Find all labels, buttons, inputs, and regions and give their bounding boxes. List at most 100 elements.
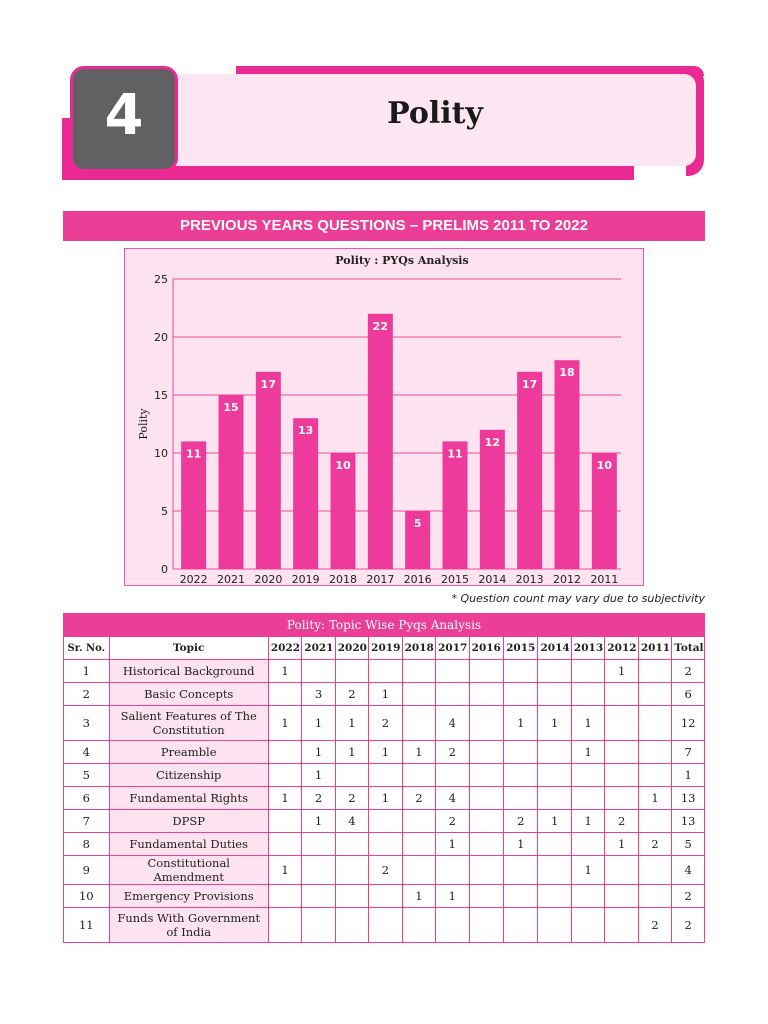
bar — [442, 441, 468, 569]
count-cell: 1 — [301, 763, 336, 787]
count-cell — [401, 763, 437, 787]
header-year: 2012 — [604, 636, 639, 660]
header-accent-top — [236, 66, 704, 76]
topic-cell: Salient Features of The Constitution — [108, 705, 269, 741]
count-cell — [502, 907, 539, 943]
y-axis-label: Polity — [137, 408, 150, 440]
data-label: 13 — [298, 424, 313, 437]
sr-no-cell: 8 — [63, 832, 110, 856]
topic-cell: Constitutional Amendment — [108, 855, 269, 885]
count-cell: 2 — [368, 855, 403, 885]
total-cell: 1 — [671, 763, 705, 787]
count-cell: 1 — [368, 740, 403, 764]
data-label: 22 — [373, 320, 388, 333]
count-cell: 2 — [637, 907, 673, 943]
bar — [255, 371, 281, 569]
topic-cell: Historical Background — [108, 659, 269, 683]
count-cell — [368, 884, 403, 908]
count-cell: 1 — [537, 809, 572, 833]
sr-no-cell: 9 — [63, 855, 110, 885]
topic-table: Polity: Topic Wise Pyqs Analysis Sr. No.… — [63, 613, 705, 943]
count-cell — [637, 705, 673, 741]
header-year: 2013 — [570, 636, 606, 660]
count-cell: 1 — [301, 705, 336, 741]
count-cell — [334, 907, 370, 943]
count-cell — [502, 884, 539, 908]
sr-no-cell: 2 — [63, 682, 110, 706]
count-cell: 2 — [368, 705, 403, 741]
chapter-title: Polity — [387, 96, 483, 131]
count-cell: 4 — [435, 705, 470, 741]
x-tick-label: 2016 — [404, 573, 432, 586]
topic-cell: Emergency Provisions — [108, 884, 269, 908]
count-cell — [637, 809, 673, 833]
header-year: 2021 — [301, 636, 336, 660]
count-cell — [334, 659, 370, 683]
count-cell — [368, 809, 403, 833]
total-cell: 2 — [671, 907, 705, 943]
data-label: 11 — [186, 447, 201, 460]
header-title-panel — [160, 74, 696, 166]
chapter-number-box: 4 — [70, 66, 178, 172]
count-cell — [301, 884, 336, 908]
count-cell — [368, 763, 403, 787]
count-cell — [468, 832, 505, 856]
header-year: Total — [671, 636, 705, 660]
x-tick-label: 2021 — [217, 573, 245, 586]
count-cell — [570, 786, 606, 810]
count-cell — [537, 682, 572, 706]
header-topic: Topic — [108, 636, 269, 660]
count-cell — [334, 884, 370, 908]
count-cell: 1 — [401, 740, 437, 764]
x-tick-label: 2020 — [254, 573, 282, 586]
count-cell — [368, 659, 403, 683]
total-cell: 6 — [671, 682, 705, 706]
count-cell — [637, 763, 673, 787]
count-cell — [301, 659, 336, 683]
x-tick-label: 2012 — [553, 573, 581, 586]
bar — [517, 371, 543, 569]
count-cell — [537, 832, 572, 856]
table-row: 7 DPSP 1 4 2 2 1 1 2 13 — [63, 809, 705, 833]
count-cell — [468, 705, 505, 741]
table-header-row: Sr. No. Topic 2022 2021 2020 2019 2018 2017 2016… — [63, 636, 705, 660]
count-cell — [502, 740, 539, 764]
sr-no-cell: 5 — [63, 763, 110, 787]
table-row: 1 Historical Background 1 1 2 — [63, 659, 705, 683]
header-year: 2015 — [502, 636, 539, 660]
total-cell: 13 — [671, 809, 705, 833]
count-cell — [637, 884, 673, 908]
count-cell — [468, 809, 505, 833]
count-cell: 2 — [301, 786, 336, 810]
count-cell — [502, 855, 539, 885]
count-cell — [401, 682, 437, 706]
count-cell — [637, 740, 673, 764]
table-row: 3 Salient Features of The Constitution 1 1 1… — [63, 705, 705, 741]
sr-no-cell: 7 — [63, 809, 110, 833]
count-cell: 1 — [368, 682, 403, 706]
count-cell — [502, 659, 539, 683]
data-label: 18 — [559, 366, 574, 379]
count-cell — [435, 855, 470, 885]
y-tick-label: 0 — [161, 563, 168, 576]
bar — [591, 453, 617, 569]
chart-title: Polity : PYQs Analysis — [335, 254, 468, 267]
count-cell — [301, 907, 336, 943]
count-cell — [267, 884, 303, 908]
bar — [181, 441, 207, 569]
count-cell: 1 — [604, 832, 639, 856]
data-label: 10 — [335, 459, 351, 472]
section-banner: PREVIOUS YEARS QUESTIONS – PRELIMS 2011 … — [63, 211, 705, 241]
bar-chart: Polity : PYQs Analysis Polity 0 5 10 15 20 25 11… — [124, 248, 644, 586]
count-cell: 1 — [267, 659, 303, 683]
count-cell: 1 — [570, 740, 606, 764]
total-cell: 5 — [671, 832, 705, 856]
count-cell — [468, 740, 505, 764]
table-row: 2 Basic Concepts 3 2 1 6 — [63, 682, 705, 706]
count-cell — [468, 884, 505, 908]
count-cell — [468, 682, 505, 706]
count-cell — [570, 832, 606, 856]
count-cell — [267, 907, 303, 943]
bar — [330, 453, 356, 569]
data-label: 12 — [485, 436, 500, 449]
